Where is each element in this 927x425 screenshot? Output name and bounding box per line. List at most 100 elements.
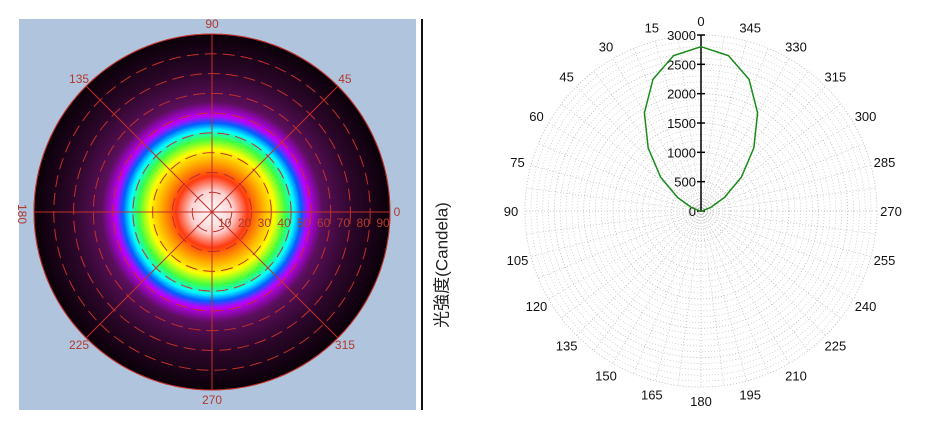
radial-grid-ring bbox=[677, 187, 725, 235]
radial-grid-ring bbox=[624, 134, 778, 288]
angle-label: 315 bbox=[824, 70, 846, 85]
radial-grid-ring bbox=[630, 140, 772, 282]
radial-grid-ring bbox=[542, 52, 860, 370]
radial-grid-ring bbox=[659, 169, 743, 253]
angle-label: 120 bbox=[526, 299, 548, 314]
angle-grid-line bbox=[700, 210, 864, 279]
angle-label: 165 bbox=[641, 388, 663, 403]
radial-label: 60 bbox=[317, 216, 331, 230]
angle-grid-line bbox=[700, 103, 841, 212]
radial-grid-ring bbox=[618, 128, 784, 294]
angle-grid-line bbox=[700, 210, 769, 374]
angle-grid-line bbox=[700, 143, 864, 212]
intensity-curve bbox=[643, 45, 759, 212]
angle-label: 135 bbox=[69, 72, 89, 86]
radial-grid-ring bbox=[653, 163, 749, 259]
angle-grid-line bbox=[530, 210, 702, 257]
angle-grid-line bbox=[700, 210, 876, 235]
angle-grid-line bbox=[530, 165, 702, 212]
radial-tick-label: 1000 bbox=[667, 145, 696, 160]
colorbar-axis-line bbox=[421, 19, 423, 410]
radial-label: 30 bbox=[258, 216, 272, 230]
angle-label: 240 bbox=[855, 299, 877, 314]
radial-label: 80 bbox=[357, 216, 371, 230]
radial-label: 40 bbox=[277, 216, 291, 230]
angle-grid-line bbox=[576, 210, 702, 336]
angle-label: 105 bbox=[507, 253, 529, 268]
angle-grid-line bbox=[538, 210, 702, 279]
radial-label: 50 bbox=[297, 216, 311, 230]
angle-label: 150 bbox=[595, 369, 617, 384]
angle-label: 270 bbox=[202, 393, 222, 407]
angle-grid-line bbox=[700, 210, 826, 336]
radial-grid-ring bbox=[548, 58, 854, 364]
angle-grid-line bbox=[612, 210, 702, 364]
angle-grid-line bbox=[677, 210, 702, 386]
angle-grid-line bbox=[561, 103, 702, 212]
angle-grid-line bbox=[700, 86, 826, 212]
angle-label: 30 bbox=[599, 39, 613, 54]
radial-tick-label: 3000 bbox=[667, 28, 696, 43]
radial-tick-label: 0 bbox=[689, 204, 696, 219]
angle-grid-line bbox=[700, 122, 854, 212]
radial-grid-ring bbox=[536, 46, 866, 376]
angle-grid-line bbox=[538, 143, 702, 212]
angle-grid-line bbox=[548, 210, 702, 300]
radial-tick-label: 2000 bbox=[667, 87, 696, 102]
angle-label: 195 bbox=[739, 388, 761, 403]
radial-grid-ring bbox=[524, 34, 878, 388]
radial-label: 20 bbox=[238, 216, 252, 230]
angle-label: 90 bbox=[504, 204, 518, 219]
angle-grid-line bbox=[633, 48, 702, 212]
angle-label: 255 bbox=[874, 253, 896, 268]
angle-grid-line bbox=[655, 210, 702, 382]
angle-label: 225 bbox=[69, 338, 89, 352]
radial-label: 90 bbox=[376, 216, 390, 230]
angle-grid-line bbox=[700, 58, 790, 212]
angle-grid-line bbox=[677, 36, 702, 212]
angle-label: 0 bbox=[394, 205, 401, 219]
angle-grid-line bbox=[700, 40, 747, 212]
angle-label: 45 bbox=[338, 72, 352, 86]
radial-tick-label: 2500 bbox=[667, 57, 696, 72]
angle-grid-line bbox=[576, 86, 702, 212]
angle-grid-line bbox=[85, 85, 339, 339]
radial-label: 10 bbox=[218, 216, 232, 230]
angle-grid-line bbox=[700, 210, 725, 386]
angle-label: 180 bbox=[690, 394, 712, 409]
angle-label: 0 bbox=[697, 14, 704, 29]
angle-label: 210 bbox=[785, 369, 807, 384]
radial-grid-ring bbox=[565, 75, 837, 347]
angle-grid-line bbox=[548, 122, 702, 212]
angle-label: 75 bbox=[510, 155, 524, 170]
angle-grid-line bbox=[655, 40, 702, 212]
angle-grid-line bbox=[612, 58, 702, 212]
radial-tick-label: 1500 bbox=[667, 116, 696, 131]
radial-label: 70 bbox=[337, 216, 351, 230]
angle-grid-line bbox=[700, 210, 872, 257]
angle-grid-line bbox=[561, 210, 702, 319]
angle-grid-line bbox=[526, 187, 702, 212]
angle-label: 300 bbox=[855, 109, 877, 124]
angle-label: 315 bbox=[335, 338, 355, 352]
angle-label: 270 bbox=[880, 204, 902, 219]
radial-grid-ring bbox=[694, 204, 708, 218]
angle-grid-line bbox=[700, 210, 854, 300]
angle-grid-line bbox=[700, 210, 841, 319]
angle-label: 90 bbox=[205, 17, 219, 31]
radial-tick-label: 500 bbox=[674, 175, 696, 190]
angle-grid-line bbox=[700, 48, 769, 212]
angle-grid-line bbox=[700, 36, 725, 212]
angle-label: 285 bbox=[874, 155, 896, 170]
angle-label: 345 bbox=[739, 20, 761, 35]
angle-label: 180 bbox=[15, 204, 29, 224]
angle-label: 225 bbox=[824, 338, 846, 353]
radial-grid-ring bbox=[683, 193, 719, 229]
angle-label: 135 bbox=[556, 338, 578, 353]
angle-label: 330 bbox=[785, 39, 807, 54]
angle-grid-line bbox=[700, 210, 790, 364]
angle-grid-line bbox=[633, 210, 702, 374]
angle-label: 15 bbox=[645, 20, 659, 35]
